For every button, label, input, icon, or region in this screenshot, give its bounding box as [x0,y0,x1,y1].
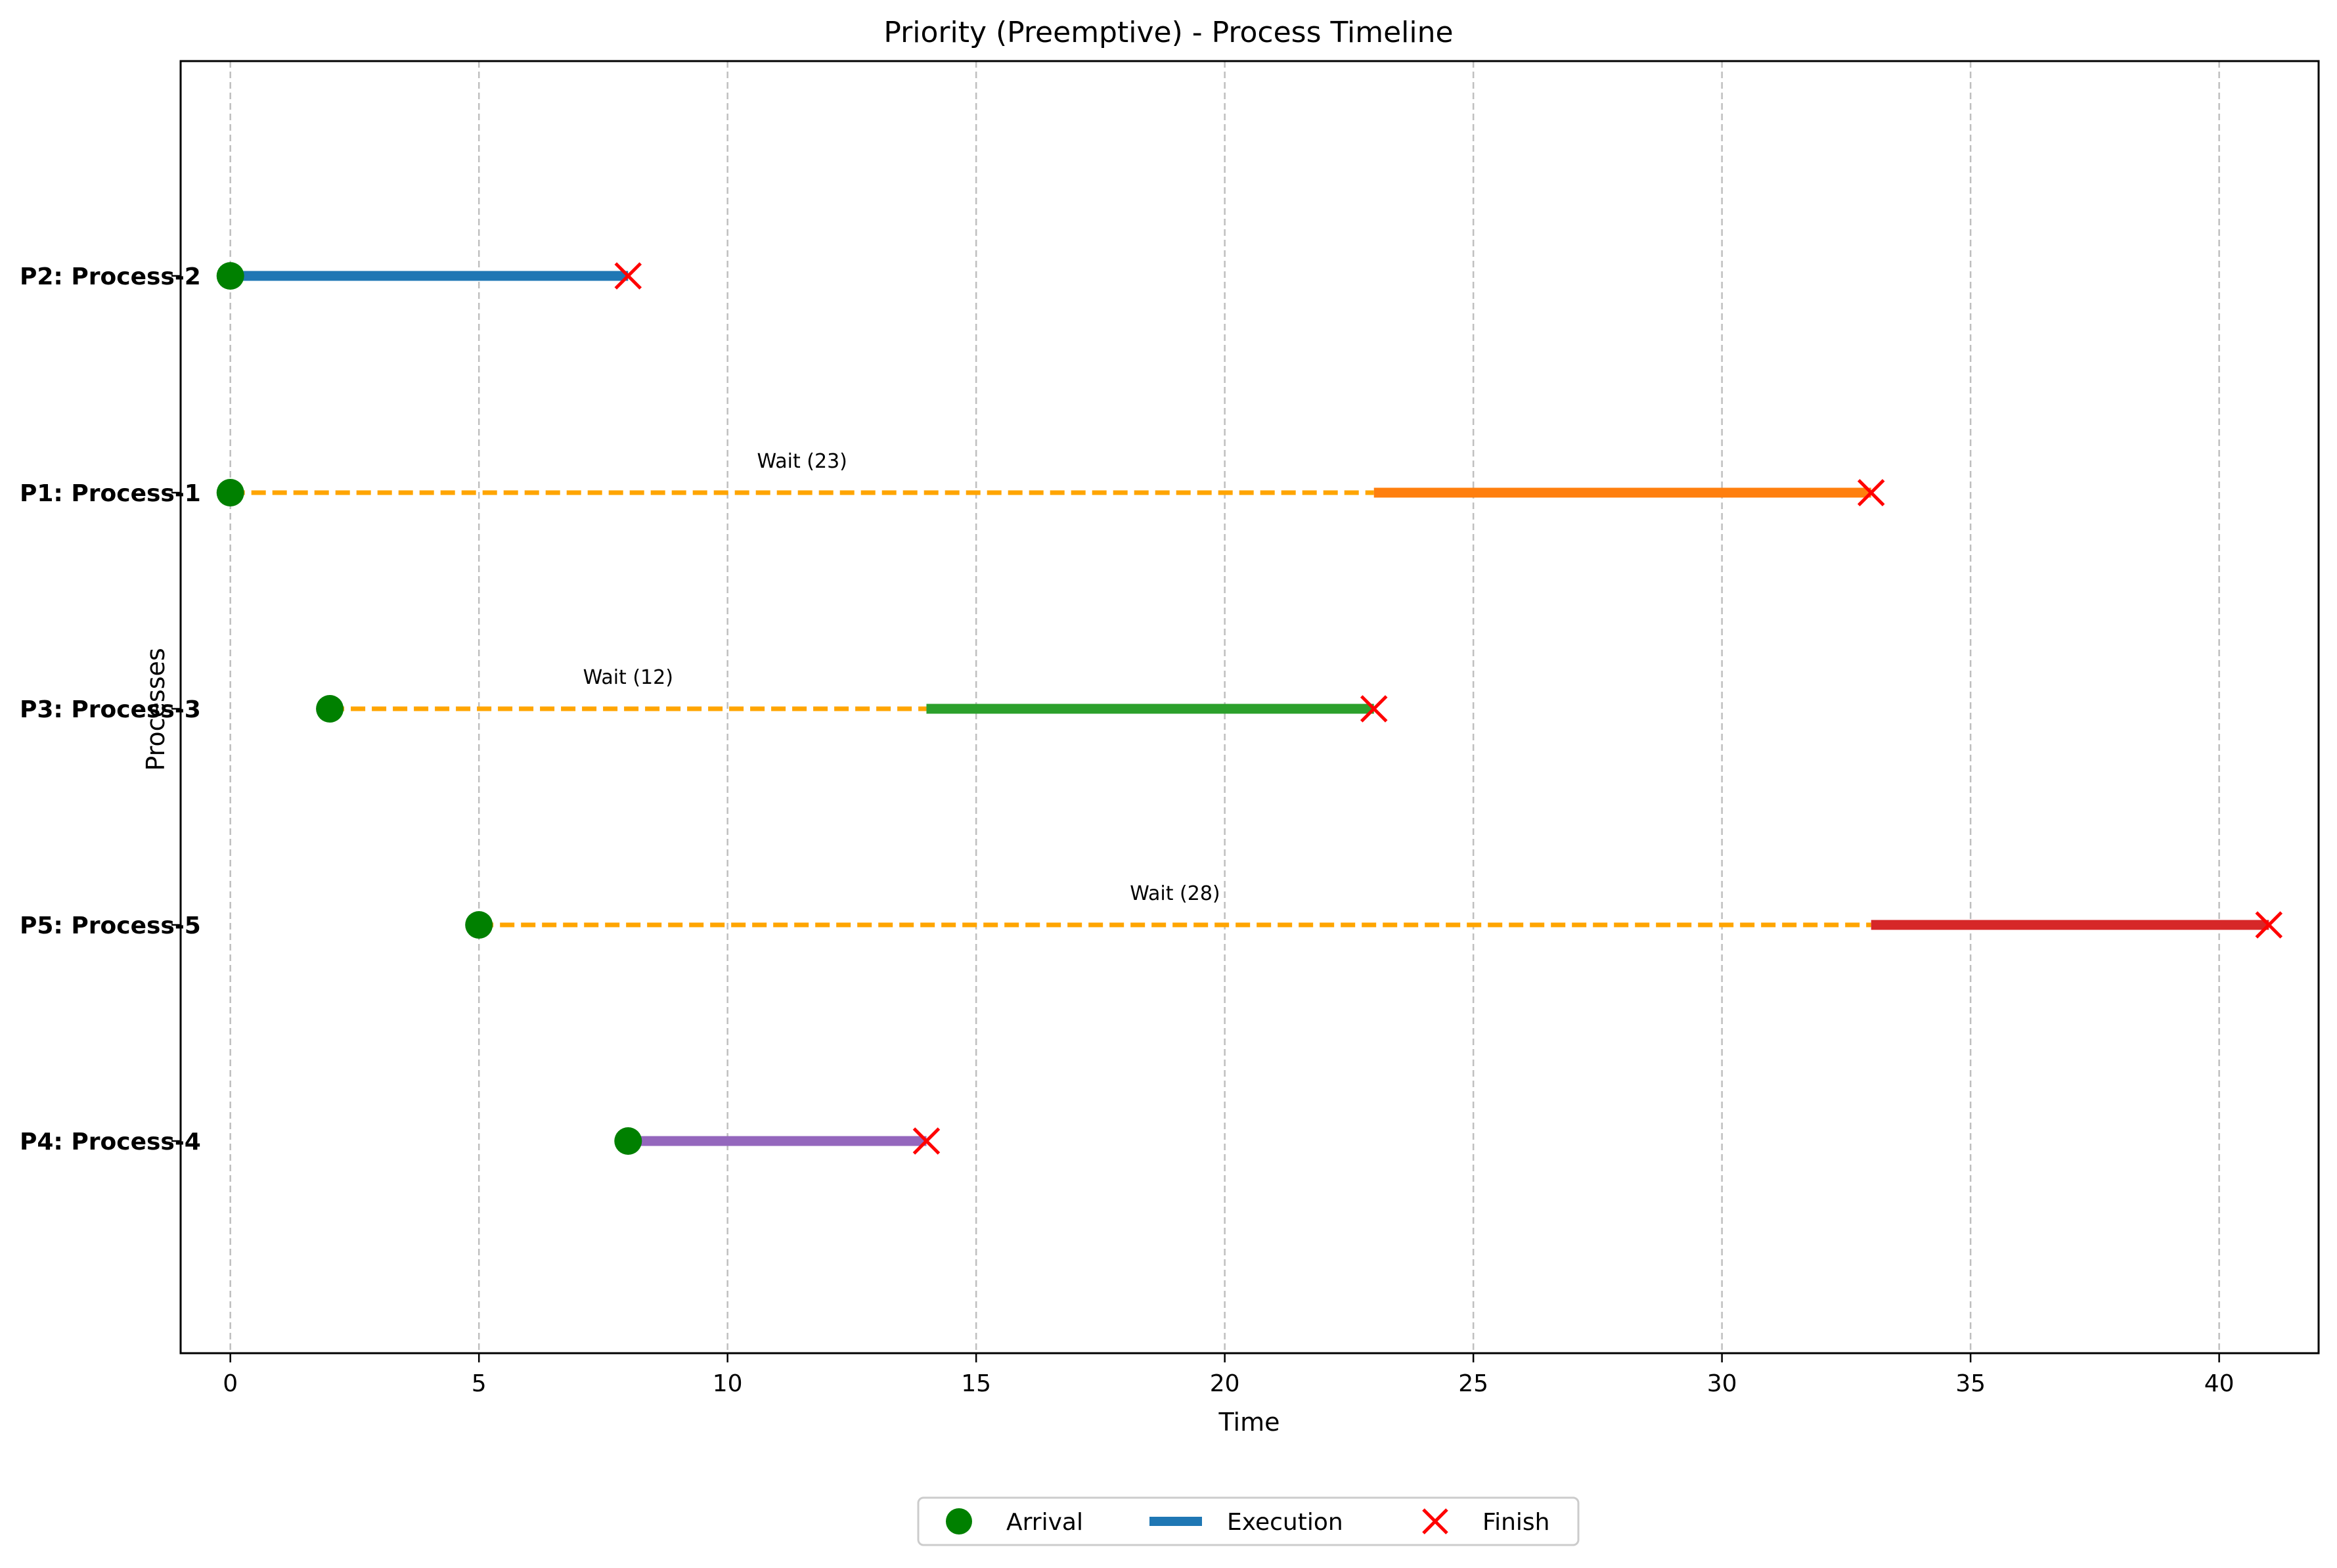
x-tick-label: 30 [1707,1370,1737,1397]
arrival-marker [465,911,493,939]
finish-marker [1857,479,1885,506]
finish-marker-stroke [2255,911,2283,939]
x-tick-label: 0 [223,1370,238,1397]
chart-title: Priority (Preemptive) - Process Timeline [883,16,1453,49]
x-tick-label: 5 [472,1370,487,1397]
finish-marker-stroke [1360,695,1388,723]
x-tick-label: 35 [1955,1370,1986,1397]
y-tick-label: P1: Process-1 [20,480,201,507]
y-tick-label: P5: Process-5 [20,912,201,939]
legend-label: Finish [1482,1509,1549,1536]
y-tick-label: P2: Process-2 [20,263,201,290]
axis-layer: 0 5 10 15 20 25 30 35 40 [171,275,2235,1397]
finish-marker-stroke [1857,479,1885,506]
wait-label: Wait (12) [583,666,673,689]
wait-label: Wait (28) [1130,882,1220,905]
wait-label: Wait (23) [757,450,847,473]
legend-label: Execution [1227,1509,1343,1536]
y-tick-label: P4: Process-4 [20,1129,201,1155]
x-tick-label: 15 [961,1370,991,1397]
x-tick-label: 20 [1210,1370,1240,1397]
x-tick-label: 10 [713,1370,743,1397]
x-tick-label: 25 [1458,1370,1488,1397]
arrival-marker [614,1127,642,1155]
arrival-marker [216,479,244,506]
legend-arrival-icon [946,1508,972,1534]
exec-layer [230,271,2269,1146]
legend: Arrival Execution Finish [917,1496,1580,1546]
legend-label: Arrival [1006,1509,1083,1536]
finish-marker [2255,911,2283,939]
legend-frame [917,1496,1580,1546]
finish-marker-stroke [614,262,642,290]
x-axis-label: Time [1218,1408,1280,1437]
arrival-marker [316,695,344,723]
y-axis-label: Processes [141,648,170,771]
finish-marker-stroke [912,1127,941,1155]
finish-marker [912,1127,941,1155]
finish-marker [614,262,642,290]
arrival-marker [216,262,244,290]
finish-marker [1360,695,1388,723]
y-tick-label: P3: Process-3 [20,696,201,723]
x-tick-label: 40 [2204,1370,2235,1397]
marker-layer [216,262,2283,1155]
wait-layer [230,490,1871,928]
plot-frame [179,60,2320,1355]
legend-finish-icon [1422,1508,1448,1534]
legend-finish-icon-stroke [1422,1508,1448,1534]
label-layer: P2: Process-2 P1: Process-1 Wait (23) P3: P… [20,263,1220,1155]
